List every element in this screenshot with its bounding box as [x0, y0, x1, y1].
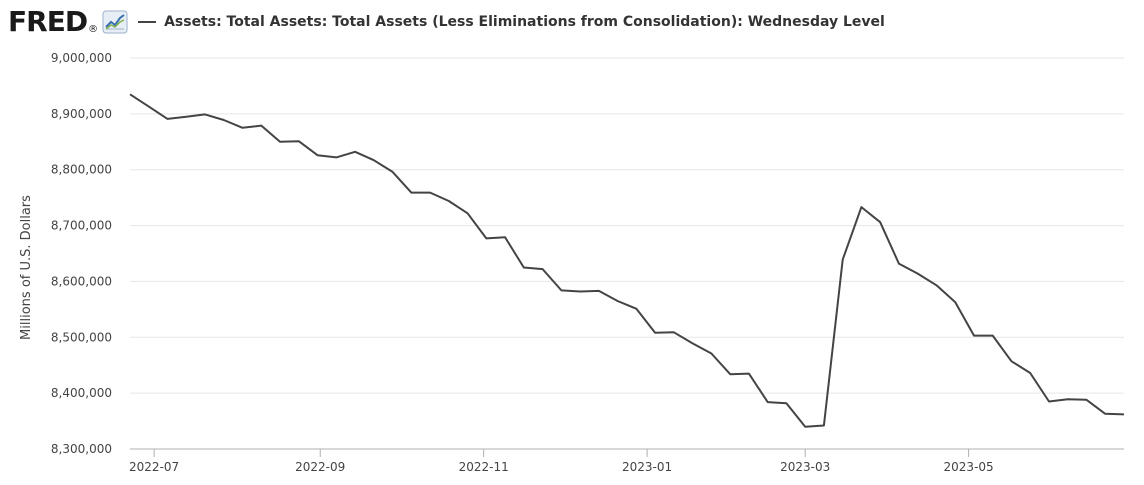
- data-point[interactable]: [408, 190, 414, 196]
- data-point[interactable]: [933, 282, 939, 288]
- data-point[interactable]: [896, 261, 902, 267]
- x-tick-label: 2022-11: [459, 460, 509, 474]
- data-point[interactable]: [746, 371, 752, 377]
- data-point[interactable]: [1027, 370, 1033, 376]
- data-point[interactable]: [802, 424, 808, 430]
- y-axis-label: Millions of U.S. Dollars: [19, 195, 34, 340]
- data-point[interactable]: [1008, 358, 1014, 364]
- data-point[interactable]: [446, 198, 452, 204]
- data-point[interactable]: [165, 116, 171, 122]
- registered-mark: ®: [88, 23, 99, 35]
- data-point[interactable]: [765, 399, 771, 405]
- x-tick-label: 2023-05: [944, 460, 994, 474]
- x-tick-label: 2022-09: [295, 460, 345, 474]
- data-point[interactable]: [952, 299, 958, 305]
- data-point[interactable]: [277, 139, 283, 145]
- x-tick-label: 2023-01: [622, 460, 672, 474]
- line-chart-icon: [102, 10, 128, 34]
- fred-logo[interactable]: FRED ®: [8, 8, 128, 36]
- legend-swatch: [138, 21, 157, 23]
- data-point[interactable]: [183, 114, 189, 120]
- y-tick-label: 8,500,000: [51, 330, 112, 344]
- data-point[interactable]: [521, 264, 527, 270]
- data-point[interactable]: [840, 257, 846, 263]
- data-point[interactable]: [633, 306, 639, 312]
- data-point[interactable]: [615, 298, 621, 304]
- data-point[interactable]: [971, 333, 977, 339]
- y-tick-label: 8,900,000: [51, 107, 112, 121]
- data-point[interactable]: [596, 288, 602, 294]
- data-point[interactable]: [1065, 396, 1071, 402]
- data-point[interactable]: [708, 350, 714, 356]
- y-axis-ticks: 8,300,000 8,400,000 8,500,000 8,600,000 8,70…: [51, 51, 112, 456]
- data-point[interactable]: [315, 152, 321, 158]
- chart-header: FRED ® Assets: Total Assets: Total Asset…: [8, 6, 885, 38]
- y-tick-label: 8,300,000: [51, 442, 112, 456]
- chart-legend: Assets: Total Assets: Total Assets (Less…: [138, 14, 885, 30]
- grid-lines: [130, 57, 1124, 450]
- data-point[interactable]: [877, 219, 883, 225]
- x-axis-ticks: 2022-07 2022-09 2022-11 2023-01 2023-03 2023-…: [129, 449, 994, 474]
- data-point[interactable]: [127, 91, 133, 97]
- data-point[interactable]: [990, 333, 996, 339]
- y-tick-label: 8,800,000: [51, 163, 112, 177]
- data-point[interactable]: [671, 329, 677, 335]
- data-point[interactable]: [858, 204, 864, 210]
- data-point[interactable]: [821, 423, 827, 429]
- data-point[interactable]: [540, 266, 546, 272]
- data-point[interactable]: [202, 111, 208, 117]
- x-tick-label: 2023-03: [780, 460, 830, 474]
- data-point[interactable]: [1046, 399, 1052, 405]
- data-point[interactable]: [258, 123, 264, 129]
- data-point[interactable]: [465, 210, 471, 216]
- data-point[interactable]: [427, 190, 433, 196]
- y-tick-label: 8,400,000: [51, 386, 112, 400]
- data-point[interactable]: [296, 138, 302, 144]
- data-point[interactable]: [652, 330, 658, 336]
- data-point[interactable]: [352, 149, 358, 155]
- data-point[interactable]: [727, 371, 733, 377]
- data-point[interactable]: [483, 235, 489, 241]
- data-point[interactable]: [783, 400, 789, 406]
- x-tick-label: 2022-07: [129, 460, 179, 474]
- data-point[interactable]: [915, 271, 921, 277]
- data-point[interactable]: [690, 340, 696, 346]
- y-tick-label: 9,000,000: [51, 51, 112, 65]
- data-point[interactable]: [1102, 411, 1108, 417]
- series-group: [127, 91, 1127, 430]
- data-point[interactable]: [390, 169, 396, 175]
- data-point[interactable]: [371, 157, 377, 163]
- data-point[interactable]: [558, 287, 564, 293]
- series-line[interactable]: [129, 93, 1125, 428]
- y-tick-label: 8,600,000: [51, 274, 112, 288]
- y-tick-label: 8,700,000: [51, 219, 112, 233]
- data-point[interactable]: [1083, 397, 1089, 403]
- data-point[interactable]: [577, 288, 583, 294]
- legend-series-label: Assets: Total Assets: Total Assets (Less…: [164, 14, 885, 30]
- data-point[interactable]: [221, 117, 227, 123]
- fred-logo-text: FRED: [8, 5, 88, 38]
- data-point[interactable]: [502, 234, 508, 240]
- data-point[interactable]: [1121, 411, 1127, 417]
- data-point[interactable]: [240, 125, 246, 131]
- data-point[interactable]: [333, 154, 339, 160]
- data-point[interactable]: [146, 104, 152, 110]
